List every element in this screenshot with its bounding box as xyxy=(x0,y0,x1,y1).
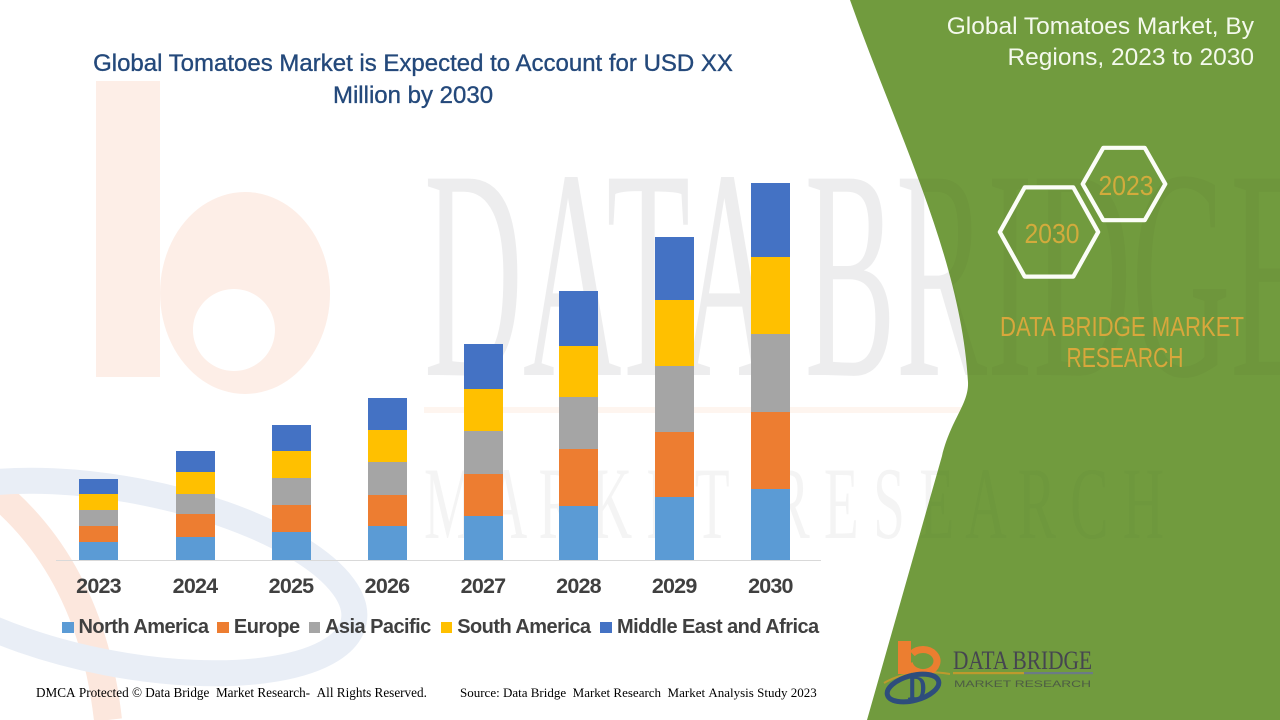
svg-text:2030: 2030 xyxy=(1025,218,1080,249)
svg-text:RESEARCH: RESEARCH xyxy=(1067,342,1184,373)
svg-text:2023: 2023 xyxy=(1099,170,1154,201)
svg-text:MARKET RESEARCH: MARKET RESEARCH xyxy=(954,679,1091,690)
svg-text:DATA BRIDGE: DATA BRIDGE xyxy=(953,646,1092,675)
svg-text:DATA BRIDGE MARKET: DATA BRIDGE MARKET xyxy=(1000,311,1244,342)
svg-text:D: D xyxy=(908,669,927,707)
